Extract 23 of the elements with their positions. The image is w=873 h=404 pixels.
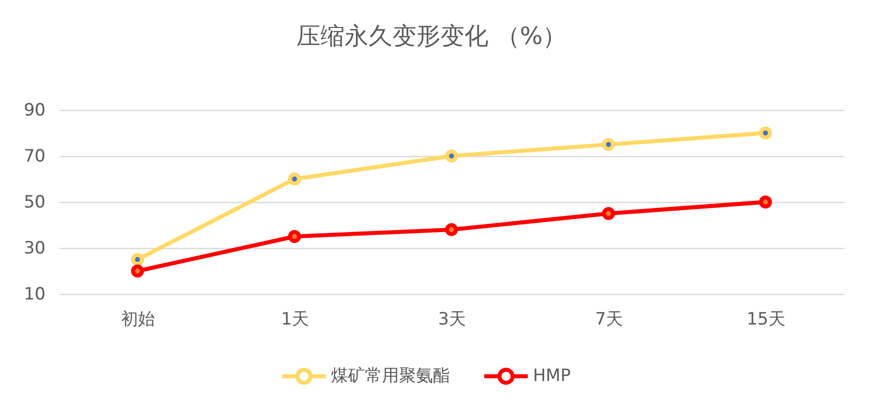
- y-tick-label: 90: [24, 100, 46, 120]
- point: [445, 223, 458, 236]
- point: [602, 207, 615, 220]
- point: [759, 126, 772, 140]
- x-tick-label: 初始: [121, 310, 155, 330]
- x-tick-label: 15天: [746, 310, 786, 330]
- y-tick-label: 10: [24, 284, 46, 304]
- legend-label: HMP: [533, 366, 571, 386]
- point: [445, 150, 458, 162]
- y-tick-label: 30: [24, 238, 46, 258]
- point: [131, 264, 144, 278]
- y-tick-label: 50: [24, 192, 46, 212]
- x-tick-label: 3天: [438, 310, 466, 330]
- x-tick-label: 1天: [281, 310, 309, 330]
- point: [602, 138, 615, 151]
- point: [288, 172, 301, 186]
- y-tick-label: 70: [24, 146, 46, 166]
- chart-title: 压缩永久变形变化 （%）: [296, 22, 567, 50]
- x-tick-label: 7天: [595, 310, 623, 330]
- point: [759, 196, 772, 208]
- legend-label: 煤矿常用聚氨酯: [331, 366, 450, 386]
- point: [288, 230, 301, 243]
- point: [131, 253, 144, 266]
